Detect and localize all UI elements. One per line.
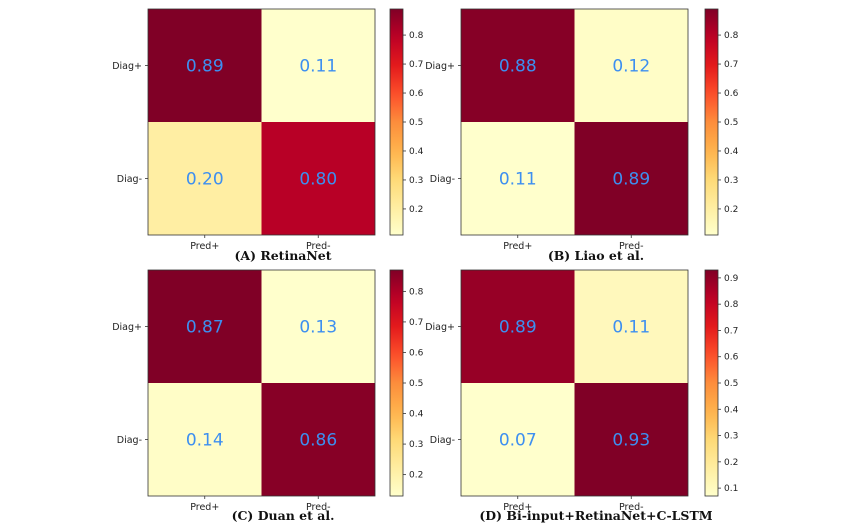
heatmap-cell [148, 122, 262, 235]
colorbar-tick-label: 0.8 [409, 31, 424, 41]
heatmap-cell [261, 122, 375, 235]
cell-value-label: 0.89 [612, 170, 650, 190]
row-label: Diag+ [112, 61, 142, 72]
colorbar-tick-label: 0.2 [724, 205, 738, 215]
colorbar-tick-label: 0.6 [724, 89, 739, 99]
colorbar-tick-label: 0.5 [409, 379, 423, 389]
colorbar-tick-label: 0.5 [409, 118, 423, 128]
column-label: Pred- [619, 241, 644, 252]
colorbar-tick-label: 0.3 [409, 176, 423, 186]
colorbar-tick-label: 0.5 [724, 118, 738, 128]
colorbar [704, 269, 719, 497]
heatmap-cell [461, 9, 575, 122]
confusion-matrix-panel: 0.87 0.13 0.14 0.86 Diag+ Diag- Pred+ Pred- 0.2 0… [112, 269, 424, 523]
plot-frame [147, 269, 376, 497]
cell-value-label: 0.20 [186, 170, 224, 190]
colorbar-tick-label: 0.4 [724, 147, 739, 157]
colorbar-tick-label: 0.8 [409, 287, 424, 297]
colorbar-tick-label: 0.5 [724, 379, 738, 389]
colorbar-tick-label: 0.6 [409, 89, 424, 99]
confusion-matrix-panel: 0.89 0.11 0.20 0.80 Diag+ Diag- Pred+ Pred- 0.2 0… [112, 8, 424, 263]
colorbar-tick-label: 0.6 [409, 348, 424, 358]
cell-value-label: 0.14 [186, 431, 224, 451]
cell-value-label: 0.87 [186, 318, 224, 338]
column-label: Pred+ [190, 241, 219, 252]
column-label: Pred- [306, 502, 331, 513]
colorbar-tick-label: 0.4 [409, 410, 424, 420]
cell-value-label: 0.11 [612, 318, 650, 338]
colorbar-tick-label: 0.2 [409, 471, 423, 481]
cell-value-label: 0.12 [612, 57, 650, 77]
confusion-matrix-panel: 0.89 0.11 0.07 0.93 Diag+ Diag- Pred+ Pred- 0.1 0… [425, 269, 739, 523]
column-label: Pred+ [503, 241, 532, 252]
confusion-matrix-panel: 0.88 0.12 0.11 0.89 Diag+ Diag- Pred+ Pred- 0.2 0… [425, 8, 739, 263]
row-label: Diag- [430, 435, 455, 446]
colorbar-tick-label: 0.3 [724, 432, 738, 442]
column-label: Pred+ [190, 502, 219, 513]
colorbar-tick-label: 0.9 [724, 274, 739, 284]
cell-value-label: 0.93 [612, 431, 650, 451]
row-label: Diag- [430, 174, 455, 185]
colorbar-tick-label: 0.2 [409, 205, 423, 215]
row-label: Diag+ [425, 322, 455, 333]
colorbar-tick-label: 0.3 [724, 176, 738, 186]
heatmap-cell [148, 270, 262, 383]
heatmap-cell [461, 270, 575, 383]
column-label: Pred- [619, 502, 644, 513]
panel-caption: (D) Bi-input+RetinaNet+C-LSTM [479, 508, 712, 523]
colorbar-tick-label: 0.3 [409, 440, 423, 450]
colorbar-tick-label: 0.8 [724, 31, 739, 41]
plot-frame [460, 8, 689, 236]
cell-value-label: 0.11 [499, 170, 537, 190]
heatmap-cell [261, 270, 375, 383]
heatmap-cell [574, 122, 688, 235]
heatmap-cell [461, 383, 575, 496]
colorbar-tick-label: 0.8 [724, 300, 739, 310]
colorbar-tick-label: 0.7 [409, 318, 423, 328]
heatmap-cell [574, 383, 688, 496]
colorbar-tick-label: 0.7 [409, 60, 423, 70]
heatmap-cell [148, 383, 262, 496]
panel-caption: (B) Liao et al. [548, 248, 644, 263]
colorbar-tick-label: 0.2 [724, 458, 738, 468]
heatmap-cell [261, 383, 375, 496]
heatmap-cell [148, 9, 262, 122]
plot-frame [147, 8, 376, 236]
cell-value-label: 0.11 [299, 57, 337, 77]
row-label: Diag+ [425, 61, 455, 72]
cell-value-label: 0.07 [499, 431, 537, 451]
colorbar-tick-label: 0.6 [724, 353, 739, 363]
column-label: Pred+ [503, 502, 532, 513]
colorbar-tick-label: 0.1 [724, 484, 738, 494]
colorbar [389, 269, 404, 497]
cell-value-label: 0.89 [186, 57, 224, 77]
colorbar-tick-label: 0.4 [724, 405, 739, 415]
heatmap-cell [574, 9, 688, 122]
row-label: Diag- [117, 174, 142, 185]
row-label: Diag+ [112, 322, 142, 333]
colorbar-tick-label: 0.7 [724, 326, 738, 336]
cell-value-label: 0.80 [299, 170, 337, 190]
heatmap-cell [261, 9, 375, 122]
colorbar [389, 8, 404, 236]
colorbar-tick-label: 0.4 [409, 147, 424, 157]
plot-frame [460, 269, 689, 497]
cell-value-label: 0.89 [499, 318, 537, 338]
panel-caption: (A) RetinaNet [234, 248, 331, 263]
heatmap-cell [574, 270, 688, 383]
panel-caption: (C) Duan et al. [232, 508, 335, 523]
row-label: Diag- [117, 435, 142, 446]
cell-value-label: 0.88 [499, 57, 537, 77]
cell-value-label: 0.86 [299, 431, 337, 451]
cell-value-label: 0.13 [299, 318, 337, 338]
colorbar [704, 8, 719, 236]
colorbar-tick-label: 0.7 [724, 60, 738, 70]
column-label: Pred- [306, 241, 331, 252]
heatmap-cell [461, 122, 575, 235]
